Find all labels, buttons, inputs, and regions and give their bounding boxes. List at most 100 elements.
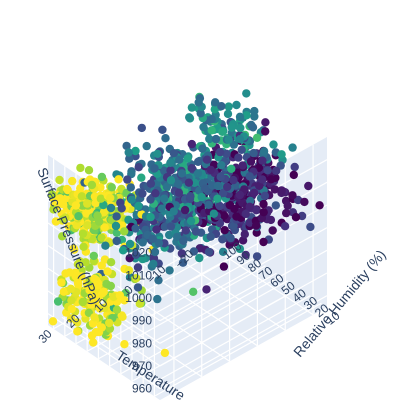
data-point	[169, 207, 178, 216]
data-point	[90, 274, 99, 283]
data-point	[207, 126, 216, 135]
data-point	[66, 284, 76, 293]
data-point	[255, 181, 264, 190]
data-point	[146, 179, 156, 188]
data-point	[187, 164, 196, 173]
data-point	[177, 249, 187, 258]
data-point	[271, 201, 280, 210]
data-point	[186, 216, 196, 226]
data-point	[218, 127, 227, 136]
data-point	[222, 149, 231, 158]
data-point	[249, 148, 258, 158]
data-point	[106, 258, 116, 267]
data-point	[152, 225, 161, 234]
data-point	[112, 236, 121, 246]
data-point	[117, 204, 126, 213]
data-point	[187, 103, 197, 112]
data-point	[204, 200, 213, 209]
data-point	[65, 268, 74, 277]
data-point	[252, 206, 261, 215]
data-point	[191, 227, 201, 236]
data-point	[125, 254, 134, 263]
data-point	[268, 226, 277, 235]
data-point	[97, 172, 107, 182]
data-point	[67, 296, 76, 305]
data-point	[232, 212, 241, 221]
data-point	[112, 305, 122, 314]
data-point	[74, 280, 83, 289]
data-point	[120, 227, 129, 236]
x-tick-label: 30	[35, 327, 55, 347]
data-point	[205, 134, 214, 144]
data-point	[151, 189, 160, 198]
data-point	[241, 209, 250, 219]
data-point	[137, 173, 146, 182]
data-point	[131, 224, 140, 233]
data-point	[58, 199, 68, 209]
data-point	[185, 113, 194, 122]
data-point	[204, 247, 214, 257]
data-point	[235, 190, 245, 200]
data-point	[288, 191, 297, 200]
data-point	[246, 157, 256, 166]
data-point	[94, 217, 104, 226]
data-point	[83, 199, 92, 208]
data-point	[160, 194, 169, 203]
data-point	[76, 273, 86, 282]
data-point	[97, 233, 106, 242]
data-point	[112, 212, 121, 221]
data-point	[300, 197, 309, 207]
data-point	[220, 226, 229, 235]
data-point	[175, 155, 184, 164]
data-point	[215, 201, 224, 211]
data-point	[261, 127, 270, 136]
data-point	[213, 194, 222, 203]
data-point	[58, 215, 68, 224]
data-point	[126, 183, 135, 192]
data-point	[202, 285, 211, 294]
data-point	[78, 229, 88, 238]
data-point	[277, 186, 286, 195]
data-point	[202, 155, 212, 164]
data-point	[73, 318, 82, 327]
data-point	[162, 182, 172, 191]
data-point	[81, 258, 90, 267]
data-point	[66, 314, 76, 323]
z-tick-label: 980	[132, 336, 152, 350]
data-point	[315, 201, 324, 210]
data-point	[135, 299, 144, 308]
data-point	[105, 318, 114, 328]
data-point	[166, 166, 175, 175]
data-point	[245, 172, 254, 181]
data-point	[132, 274, 141, 283]
data-point	[193, 169, 203, 178]
data-point	[289, 170, 298, 180]
data-point	[252, 133, 262, 142]
data-point	[258, 175, 267, 184]
z-tick-label: 990	[132, 314, 152, 328]
data-point	[206, 232, 215, 241]
data-point	[68, 176, 77, 186]
data-point	[124, 148, 133, 157]
data-point	[213, 181, 223, 191]
data-point	[131, 250, 141, 259]
data-point	[198, 144, 207, 153]
data-point	[223, 182, 232, 192]
data-point	[122, 141, 131, 151]
data-point	[227, 164, 236, 173]
data-point	[118, 312, 127, 321]
data-point	[109, 292, 118, 302]
data-point	[238, 161, 247, 170]
data-point	[263, 166, 272, 175]
data-point	[72, 221, 82, 230]
data-point	[240, 230, 249, 239]
data-point	[220, 211, 229, 220]
data-point	[259, 199, 268, 209]
data-point	[174, 179, 183, 189]
z-grid-right	[159, 249, 328, 344]
data-point	[158, 125, 167, 134]
data-point	[96, 194, 106, 203]
data-point	[179, 236, 188, 246]
data-point	[236, 123, 245, 133]
